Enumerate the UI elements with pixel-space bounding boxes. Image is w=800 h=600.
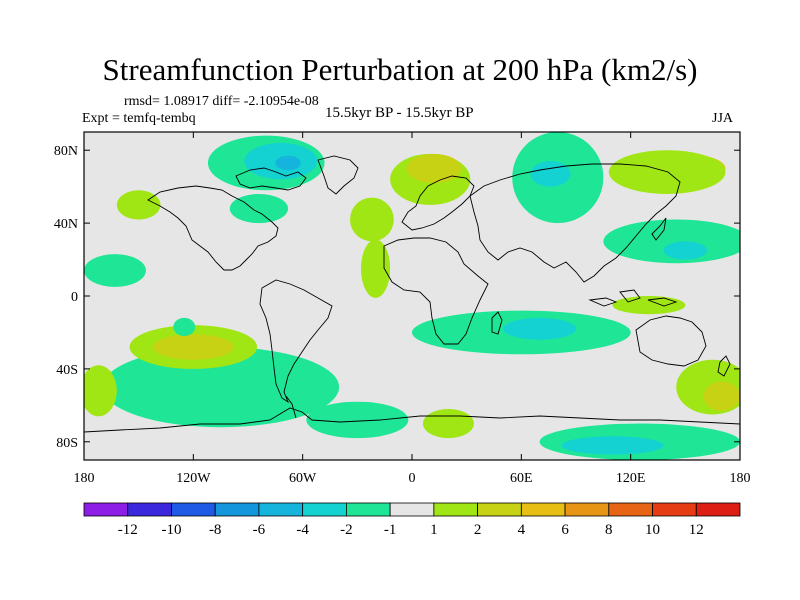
contour-region-0 (116, 190, 161, 220)
contour-region-20 (153, 334, 234, 360)
rmsd-label: rmsd= 1.08917 diff= -2.10954e-08 (124, 94, 319, 109)
contour-region-5 (229, 193, 289, 224)
coastline-antarctic-peninsula (285, 395, 297, 419)
coastline-arctic-islands (235, 167, 307, 191)
coastline-japan (651, 217, 667, 241)
contour-region-24 (561, 436, 664, 455)
colorbar-swatch (520, 502, 566, 517)
contour-region-28 (84, 365, 117, 417)
contour-region-11 (530, 161, 571, 187)
colorbar-label: -12 (118, 522, 138, 538)
x-tick-label: 180 (730, 471, 751, 486)
colorbar-label: 2 (474, 522, 482, 538)
colorbar-label: -10 (161, 522, 181, 538)
contour-region-25 (612, 296, 686, 315)
colorbar-label: -6 (253, 522, 266, 538)
period-label: 15.5kyr BP - 15.5kyr BP (325, 105, 474, 121)
colorbar-swatch (345, 502, 391, 517)
contour-region-1 (84, 254, 146, 287)
x-tick-label: 0 (409, 471, 416, 486)
contour-regions (84, 132, 740, 460)
y-tick-label: 40S (56, 363, 78, 378)
contour-region-15 (663, 241, 708, 260)
colorbar-swatch (258, 502, 304, 517)
colorbar-label: 1 (430, 522, 438, 538)
y-tick-label: 0 (71, 290, 78, 305)
chart-title: Streamfunction Perturbation at 200 hPa (… (102, 52, 698, 87)
y-tick-label: 80N (54, 144, 78, 159)
coastline-indonesia (588, 289, 678, 307)
x-tick-label: 60W (289, 471, 317, 486)
colorbar-swatch (564, 502, 610, 517)
x-tick-label: 60E (510, 471, 533, 486)
colorbar-swatch (608, 502, 653, 517)
coastline-madagascar (491, 311, 503, 335)
colorbar-swatch (171, 502, 216, 517)
contour-region-18 (102, 347, 340, 428)
colorbar: -12 -10 -8 -6 -4 -2 -1 1 2 4 6 8 10 12 (83, 502, 741, 538)
contour-region-17 (503, 317, 576, 340)
colorbar-label: 6 (561, 522, 569, 538)
coastline-asia (469, 163, 681, 283)
colorbar-swatch (302, 502, 347, 517)
colorbar-label: -2 (340, 522, 353, 538)
contour-region-21 (306, 401, 409, 439)
contour-region-4 (275, 155, 301, 171)
coastline-south-america (259, 279, 333, 404)
colorbar-label: 8 (605, 522, 613, 538)
coastline-antarctica (84, 407, 740, 433)
x-tick-label: 180 (74, 471, 95, 486)
coastline-africa (383, 237, 489, 345)
x-tick-label: 120E (616, 471, 646, 486)
experiment-label: Expt = temfq-tembq (82, 111, 196, 126)
y-tick-label: 80S (56, 436, 78, 451)
colorbar-label: -8 (209, 522, 222, 538)
colorbar-label: -1 (384, 522, 397, 538)
colorbar-swatch (83, 502, 129, 517)
colorbar-swatch (652, 502, 697, 517)
coastline-greenland (317, 155, 359, 195)
coastline-north-america (147, 185, 279, 271)
colorbar-label: 12 (689, 522, 704, 538)
contour-region-9 (360, 239, 391, 298)
coastline-new-zealand (717, 355, 731, 377)
colorbar-swatch (214, 502, 260, 517)
coastlines (84, 155, 740, 433)
y-tick-label: 40N (54, 217, 78, 232)
contour-region-8 (350, 197, 394, 242)
contour-region-29 (173, 317, 196, 337)
x-tick-label: 120W (176, 471, 211, 486)
contour-region-7 (406, 153, 462, 184)
colorbar-swatch (389, 502, 435, 517)
axes: 180 120W 60W 0 60E 120E 180 80N 40N 0 40S 80S (54, 132, 751, 486)
season-label: JJA (712, 111, 734, 126)
contour-region-27 (703, 381, 740, 411)
colorbar-swatch (477, 502, 522, 517)
colorbar-label: 4 (518, 522, 526, 538)
colorbar-swatch (433, 502, 479, 517)
coastline-australia (635, 315, 707, 367)
coastline-europe (401, 175, 475, 231)
colorbar-label: 10 (645, 522, 660, 538)
contour-region-22 (422, 408, 474, 439)
colorbar-swatch (695, 502, 741, 517)
colorbar-label: -4 (296, 522, 309, 538)
colorbar-swatch (127, 502, 172, 517)
